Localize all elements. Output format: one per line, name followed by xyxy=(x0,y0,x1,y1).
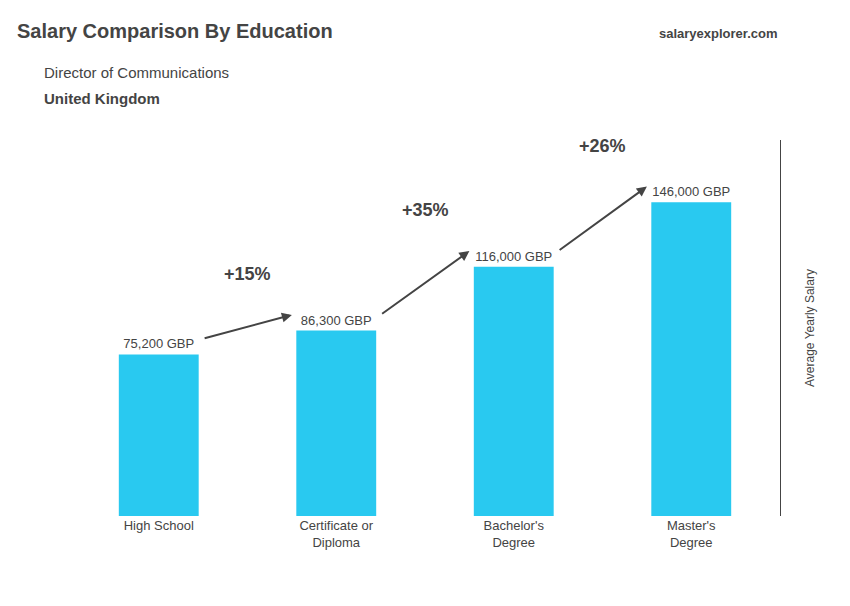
svg-text:Certificate orDiploma: Certificate orDiploma xyxy=(299,518,373,550)
svg-text:116,000 GBP: 116,000 GBP xyxy=(475,249,552,264)
svg-text:United Kingdom: United Kingdom xyxy=(44,90,160,107)
svg-text:salaryexplorer.com: salaryexplorer.com xyxy=(659,26,778,41)
svg-text:+26%: +26% xyxy=(579,136,626,156)
svg-text:Bachelor'sDegree: Bachelor'sDegree xyxy=(484,518,545,550)
svg-text:75,200 GBP: 75,200 GBP xyxy=(123,336,194,351)
svg-text:146,000 GBP: 146,000 GBP xyxy=(652,184,730,199)
svg-text:Salary Comparison By Education: Salary Comparison By Education xyxy=(17,20,333,42)
svg-text:High School: High School xyxy=(124,518,194,533)
svg-text:Master'sDegree: Master'sDegree xyxy=(667,518,716,550)
svg-text:86,300 GBP: 86,300 GBP xyxy=(301,313,372,328)
svg-text:Director of Communications: Director of Communications xyxy=(44,64,229,81)
svg-text:Average Yearly Salary: Average Yearly Salary xyxy=(803,269,817,387)
svg-text:+15%: +15% xyxy=(224,264,271,284)
svg-text:+35%: +35% xyxy=(402,200,449,220)
